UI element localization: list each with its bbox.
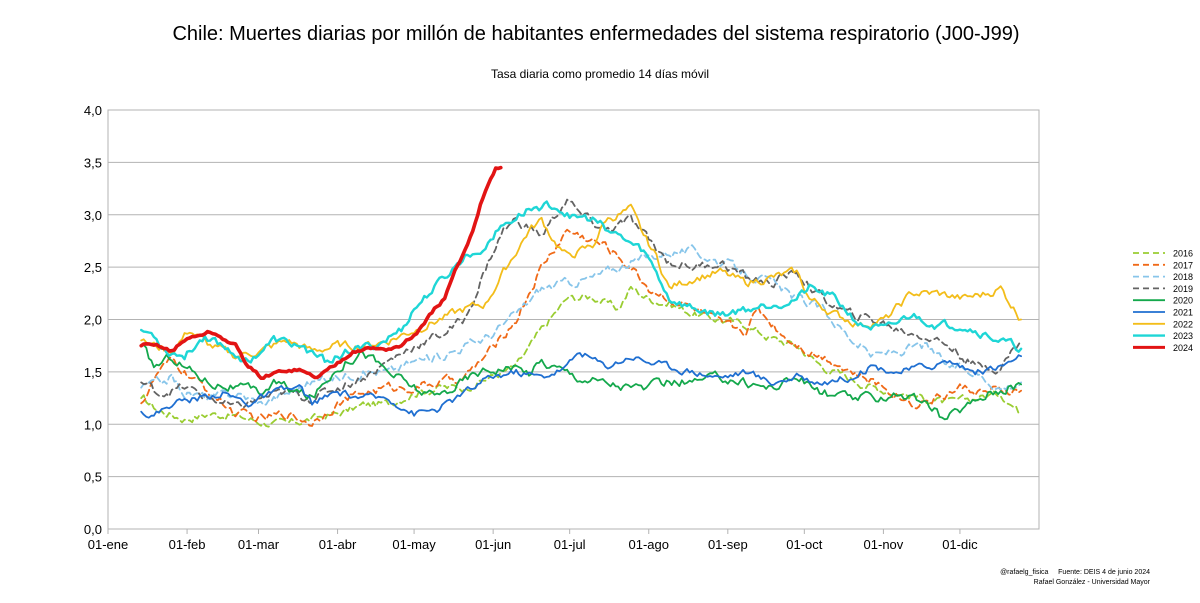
legend-label-2024: 2024: [1173, 343, 1193, 353]
credit-affiliation: Rafael González - Universidad Mayor: [1033, 579, 1150, 586]
x-axis: 01-ene 01-feb 01-mar 01-abr 01-may 01-jun 01-j…: [88, 529, 978, 552]
x-tick-label: 01-abr: [319, 537, 357, 552]
legend-label-2017: 2017: [1173, 260, 1193, 270]
x-tick-label: 01-jun: [475, 537, 511, 552]
chart-subtitle: Tasa diaria como promedio 14 días móvil: [491, 67, 709, 81]
plot-frame: [107, 109, 1040, 530]
legend-label-2019: 2019: [1173, 284, 1193, 294]
series-line-2018: [140, 244, 1022, 406]
x-tick-label: 01-ago: [629, 537, 669, 552]
y-tick-label: 0,0: [84, 522, 102, 537]
series-line-2023: [140, 200, 1023, 364]
chart-title: Chile: Muertes diarias por millón de hab…: [172, 23, 1019, 45]
x-tick-label: 01-dic: [942, 537, 978, 552]
x-tick-label: 01-jul: [554, 537, 586, 552]
x-tick-label: 01-sep: [708, 537, 748, 552]
y-tick-label: 2,5: [84, 260, 102, 275]
legend-label-2020: 2020: [1173, 296, 1193, 306]
credit-source: Fuente: DEIS 4 de junio 2024: [1058, 569, 1150, 576]
x-tick-label: 01-may: [392, 537, 436, 552]
legend-label-2018: 2018: [1173, 272, 1193, 282]
series-lines: [139, 165, 1023, 428]
x-tick-label: 01-feb: [169, 537, 206, 552]
y-tick-label: 1,5: [84, 365, 102, 380]
y-tick-label: 3,0: [84, 208, 102, 223]
series-line-2016: [140, 285, 1022, 428]
y-tick-label: 1,0: [84, 417, 102, 432]
x-tick-label: 01-ene: [88, 537, 128, 552]
y-tick-label: 3,5: [84, 155, 102, 170]
legend-label-2022: 2022: [1173, 319, 1193, 329]
y-tick-label: 4,0: [84, 103, 102, 118]
x-tick-label: 01-nov: [864, 537, 904, 552]
series-line-2024: [139, 165, 503, 380]
credits: @rafaelg_fisica Fuente: DEIS 4 de junio …: [900, 568, 1150, 588]
series-line-2019: [140, 198, 1022, 409]
y-tick-label: 2,0: [84, 313, 102, 328]
x-tick-label: 01-mar: [238, 537, 280, 552]
credit-author: @rafaelg_fisica: [1000, 569, 1049, 576]
legend-label-2016: 2016: [1173, 249, 1193, 259]
y-axis: 0,0 0,5 1,0 1,5 2,0 2,5 3,0 3,5 4,0: [84, 103, 102, 537]
legend-label-2021: 2021: [1173, 308, 1193, 318]
series-line-2017: [140, 228, 1022, 427]
series-line-2021: [140, 352, 1022, 419]
x-tick-label: 01-oct: [786, 537, 823, 552]
y-tick-label: 0,5: [84, 470, 102, 485]
legend-label-2023: 2023: [1173, 331, 1193, 341]
